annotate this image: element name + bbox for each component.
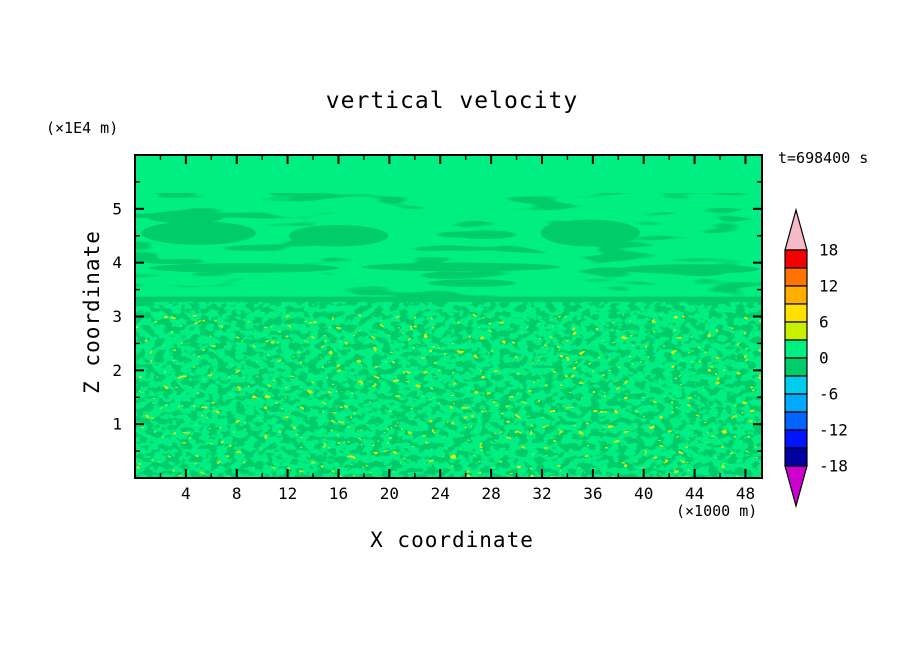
colorbar-tick-label: 6: [819, 313, 829, 332]
colorbar-segment: [784, 447, 808, 467]
velocity-field: [135, 155, 762, 478]
x-tick-label: 24: [431, 484, 450, 503]
x-tick-label: 40: [634, 484, 653, 503]
colorbar-tick-label: 18: [819, 241, 838, 260]
colorbar-segment: [784, 429, 808, 449]
x-tick-label: 8: [232, 484, 242, 503]
colorbar-segment: [784, 321, 808, 341]
axis-ticks: [135, 155, 762, 478]
colorbar-segment: [784, 249, 808, 269]
field-upper-streaks: [135, 198, 762, 293]
colorbar-segment: [784, 357, 808, 377]
colorbar-segment: [784, 285, 808, 305]
colorbar-tick-label: -18: [819, 457, 848, 476]
colorbar-tick-label: 0: [819, 349, 829, 368]
y-tick-label: 2: [112, 361, 122, 380]
colorbar: 18 12 6 0 -6 -12 -18: [784, 207, 848, 509]
x-tick-label: 44: [685, 484, 704, 503]
y-tick-label: 5: [112, 199, 122, 218]
x-tick-label: 12: [278, 484, 297, 503]
negative-patch: [452, 230, 517, 239]
colorbar-over-arrow: [784, 207, 808, 251]
negative-patch: [288, 224, 389, 247]
x-tick-label: 32: [532, 484, 551, 503]
colorbar-segment: [784, 303, 808, 323]
negative-patch: [361, 262, 560, 272]
colorbar-tick-label: -12: [819, 421, 848, 440]
negative-patch: [427, 279, 517, 287]
field-updraft-dots: [135, 321, 762, 478]
negative-patch: [540, 219, 640, 247]
x-tick-label: 16: [329, 484, 348, 503]
x-tick-label: 20: [380, 484, 399, 503]
colorbar-under-arrow: [784, 465, 808, 509]
x-tick-label: 36: [583, 484, 602, 503]
x-tick-label: 28: [481, 484, 500, 503]
colorbar-segment: [784, 393, 808, 413]
y-axis-unit-label: (×1E4 m): [46, 119, 119, 137]
x-tick-label: 4: [181, 484, 191, 503]
negative-patch: [141, 221, 256, 245]
colorbar-segment: [784, 411, 808, 431]
negative-patch: [147, 210, 225, 224]
colorbar-segment: [784, 339, 808, 359]
negative-patch: [148, 263, 340, 273]
x-axis-label: X coordinate: [370, 528, 534, 552]
colorbar-segment: [784, 375, 808, 395]
time-annotation: t=698400 s: [778, 149, 869, 167]
y-tick-label: 1: [112, 415, 122, 434]
colorbar-tick-label: -6: [819, 385, 838, 404]
negative-band: [135, 296, 762, 302]
y-tick-label: 3: [112, 307, 122, 326]
colorbar-tick-label: 12: [819, 277, 838, 296]
x-axis-unit-label: (×1000 m): [676, 502, 758, 520]
negative-patch: [675, 267, 727, 277]
x-tick-label: 48: [736, 484, 755, 503]
plot-title: vertical velocity: [325, 88, 579, 114]
colorbar-segment: [784, 267, 808, 287]
y-tick-label: 4: [112, 253, 122, 272]
